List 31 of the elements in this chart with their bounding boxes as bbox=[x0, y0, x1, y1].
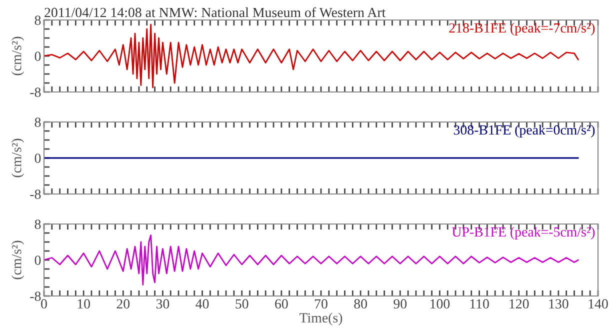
x-tick-label: 20 bbox=[116, 299, 130, 309]
y-axis-title: (cm/s²) bbox=[12, 138, 24, 178]
y-tick-label: 0 bbox=[34, 154, 41, 163]
y-tick-label: 8 bbox=[34, 118, 41, 127]
x-tick-label: 90 bbox=[394, 299, 407, 309]
y-tick-label: 0 bbox=[34, 256, 41, 265]
x-tick-label: 60 bbox=[275, 299, 288, 309]
x-tick-label: 80 bbox=[354, 299, 367, 309]
y-tick-label: -8 bbox=[30, 292, 41, 301]
x-tick-label: 120 bbox=[510, 299, 529, 309]
y-axis-title: (cm/s²) bbox=[12, 36, 24, 76]
x-tick-label: 10 bbox=[78, 299, 90, 309]
x-tick-label: 110 bbox=[470, 299, 489, 309]
x-axis-title: Time(s) bbox=[300, 312, 342, 326]
y-tick-label: 8 bbox=[34, 220, 41, 229]
y-axis-title: (cm/s²) bbox=[12, 240, 24, 280]
x-tick-label: 140 bbox=[588, 299, 608, 309]
x-tick-label: 100 bbox=[430, 299, 450, 309]
x-tick-label: 30 bbox=[156, 299, 170, 309]
series-label: UP-B1FE (peak=-5cm/s²) bbox=[452, 226, 595, 240]
chart-title: 2011/04/12 14:08 at NMW: National Museum of Western Art bbox=[44, 7, 386, 18]
y-tick-label: -8 bbox=[30, 190, 41, 199]
x-tick-label: 130 bbox=[549, 299, 568, 309]
series-label: 308-B1FE (peak=0cm/s²) bbox=[454, 124, 595, 138]
y-tick-label: 0 bbox=[34, 52, 41, 61]
x-tick-label: 50 bbox=[236, 299, 248, 309]
series-label: 218-B1FE (peak=-7cm/s²) bbox=[449, 22, 595, 36]
y-tick-label: -8 bbox=[30, 88, 41, 97]
x-tick-label: 40 bbox=[196, 299, 209, 309]
x-tick-label: 70 bbox=[314, 299, 328, 309]
y-tick-label: 8 bbox=[34, 16, 41, 25]
